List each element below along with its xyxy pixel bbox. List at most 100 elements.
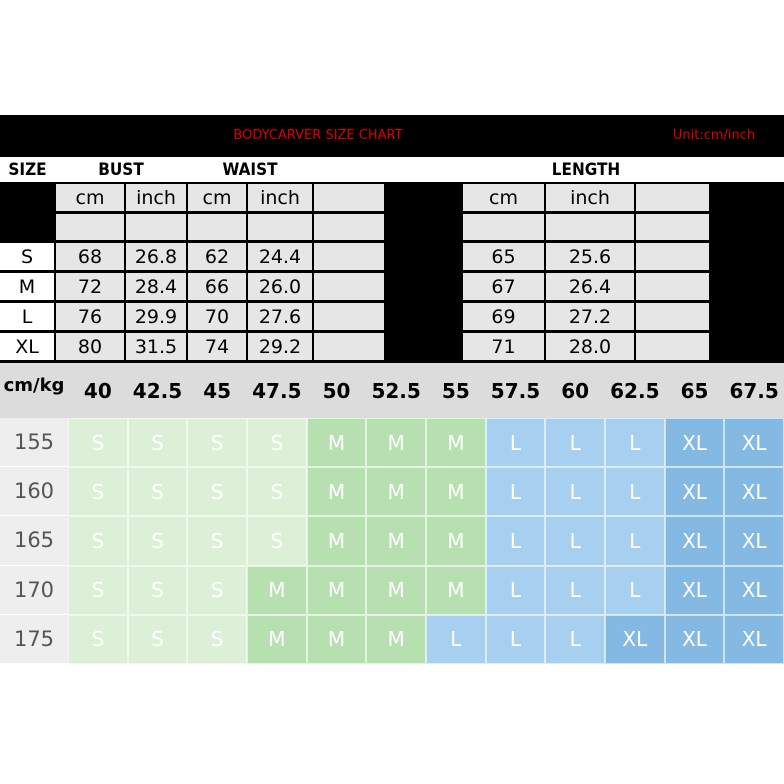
size-cell: S — [0, 243, 54, 270]
corner-label: cm/kg — [3, 375, 65, 396]
cell — [56, 273, 124, 300]
unit-label: inch — [136, 186, 176, 209]
measurement: 29.2 — [258, 335, 302, 358]
weight-label: 40 — [83, 378, 112, 403]
size-fit: M — [366, 614, 426, 664]
measurement: 24.4 — [258, 245, 302, 268]
size-fit: M — [306, 467, 367, 517]
cell — [314, 333, 384, 360]
header-row — [0, 157, 784, 182]
size-fit: M — [306, 565, 367, 615]
size-fit: S — [187, 614, 247, 664]
size-fit: M — [366, 565, 426, 615]
size-fit: M — [306, 614, 367, 664]
size-fit: L — [485, 418, 546, 468]
column-header: LENGTH — [551, 159, 621, 180]
size-fit: S — [187, 565, 247, 615]
cell — [188, 243, 246, 270]
height-label: 175 — [0, 614, 68, 664]
size-fit: S — [127, 418, 188, 468]
size-fit: M — [247, 565, 307, 615]
size-fit: XL — [724, 614, 784, 664]
cell — [463, 303, 544, 330]
cell — [126, 303, 186, 330]
cell — [636, 273, 709, 300]
weight-label: 57.5 — [490, 378, 541, 403]
size-fit: L — [605, 467, 665, 517]
measurement: 26.4 — [568, 275, 612, 298]
size-fit: S — [127, 614, 188, 664]
title: BODYCARVER SIZE CHART — [233, 127, 403, 143]
cell — [188, 303, 246, 330]
height-label: 160 — [0, 467, 68, 517]
size-fit: S — [187, 467, 247, 517]
cell — [546, 214, 634, 240]
unit-label: cm — [489, 186, 518, 209]
cell — [248, 333, 312, 360]
cell — [546, 273, 634, 300]
measurement: 68 — [77, 245, 103, 268]
cell — [126, 333, 186, 360]
measurement: 76 — [77, 305, 103, 328]
measurement: 26.8 — [134, 245, 178, 268]
size-fit: M — [426, 467, 486, 517]
cell — [463, 214, 544, 240]
size-fit: S — [187, 418, 247, 468]
measurement: 69 — [491, 305, 516, 328]
size-fit: S — [187, 516, 247, 566]
measurement: 65 — [491, 245, 516, 268]
cell — [248, 273, 312, 300]
cell — [463, 333, 544, 360]
unit-label: inch — [570, 186, 610, 209]
cell — [56, 333, 124, 360]
cell — [248, 184, 312, 211]
measurement: 25.6 — [568, 245, 612, 268]
cell — [314, 303, 384, 330]
size-fit: S — [247, 467, 307, 517]
weight-label: 67.5 — [729, 378, 779, 403]
cell — [546, 243, 634, 270]
measurement: 70 — [204, 305, 230, 328]
weight-label: 60 — [561, 378, 590, 403]
weight-label: 55 — [441, 378, 470, 403]
cell — [314, 273, 384, 300]
unit-label: Unit:cm/inch — [672, 127, 756, 143]
cell — [546, 303, 634, 330]
cell — [56, 214, 124, 240]
size-fit: L — [545, 418, 605, 468]
size-fit: M — [426, 516, 486, 566]
cell — [636, 214, 709, 240]
size-fit: XL — [664, 467, 725, 517]
cell — [126, 184, 186, 211]
cell — [314, 214, 384, 240]
size-cell: M — [0, 273, 54, 300]
size-fit: S — [68, 467, 128, 517]
weight-label: 65 — [680, 378, 709, 403]
measurement: 74 — [204, 335, 230, 358]
size-fit: S — [68, 516, 128, 566]
measurement: 27.6 — [258, 305, 302, 328]
size-fit: L — [485, 614, 546, 664]
size-fit: S — [68, 418, 128, 468]
column-header: SIZE — [8, 159, 47, 180]
size-fit: M — [247, 614, 307, 664]
cell — [126, 243, 186, 270]
cell — [56, 243, 124, 270]
cell — [314, 243, 384, 270]
unit-label: inch — [260, 186, 300, 209]
size-fit: L — [485, 467, 546, 517]
column-header: WAIST — [222, 159, 278, 180]
size-fit: S — [68, 614, 128, 664]
size-fit: XL — [664, 418, 725, 468]
cell — [546, 333, 634, 360]
size-fit: S — [247, 418, 307, 468]
measurement: 28.0 — [568, 335, 612, 358]
cell — [56, 303, 124, 330]
cell — [636, 243, 709, 270]
size-fit: L — [426, 614, 486, 664]
cell — [188, 214, 246, 240]
unit-label: cm — [202, 186, 232, 209]
size-fit: L — [605, 516, 665, 566]
size-fit: M — [366, 516, 426, 566]
